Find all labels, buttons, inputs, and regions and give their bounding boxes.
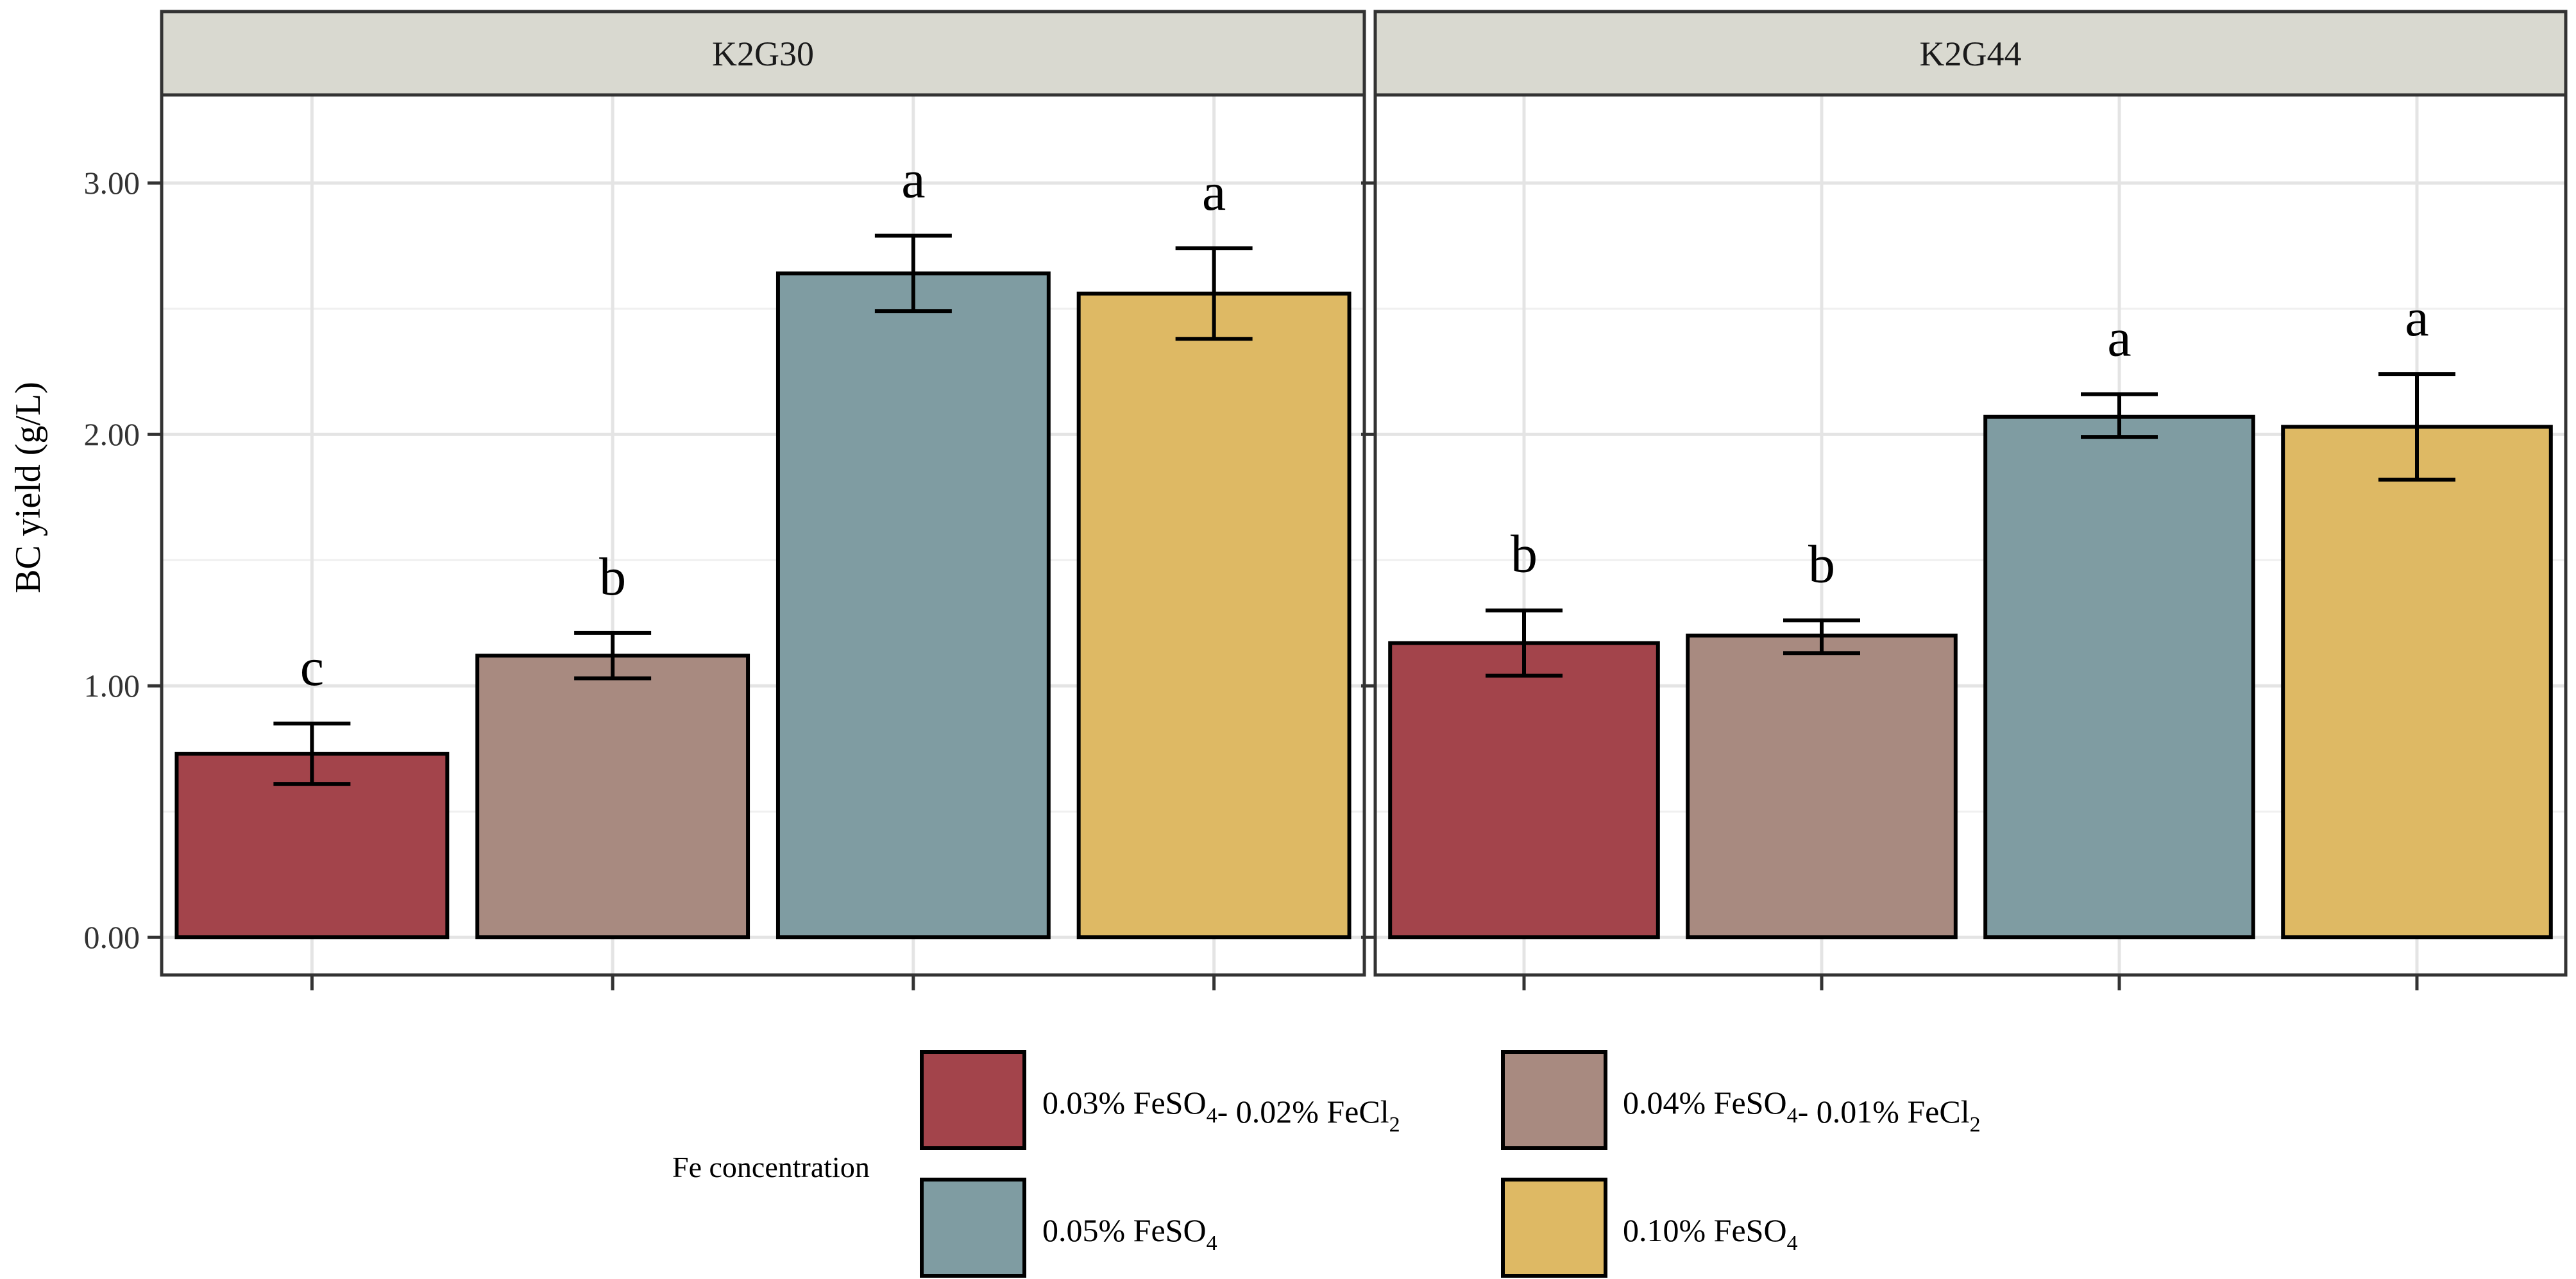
facet-label: K2G44 (1920, 35, 2022, 73)
bar-k2g44-s1 (1388, 641, 1660, 940)
facet-strip (1373, 10, 2568, 97)
bar-k2g44-s4 (2281, 425, 2553, 940)
bar-k2g30-s4 (1076, 291, 1352, 940)
y-axis-label: BC yield (g/L) (8, 382, 48, 593)
legend-label: 0.05% FeSO4 (1042, 1212, 1217, 1255)
facet-label: K2G30 (712, 35, 814, 73)
legend-label: 0.04% FeSO4- 0.01% FeCl2 (1623, 1085, 1981, 1137)
panel-k2g30: c b a a K2G30 0.00 1.00 2.00 3.00 (84, 10, 1366, 990)
legend: Fe concentration 0.03% FeSO4- 0.02% FeCl… (672, 1050, 1981, 1278)
bar-k2g30-s3 (775, 271, 1051, 940)
legend-label: 0.10% FeSO4 (1623, 1212, 1798, 1255)
legend-title: Fe concentration (672, 1151, 870, 1183)
significance-letter: a (901, 150, 925, 210)
legend-swatch (1501, 1050, 1607, 1150)
significance-letter: c (300, 638, 324, 697)
significance-letter: a (2107, 308, 2131, 368)
y-tick-label: 1.00 (84, 668, 140, 704)
significance-letter: b (1511, 525, 1538, 584)
legend-item-s4: 0.10% FeSO4 (1501, 1178, 1798, 1278)
panels: c b a a K2G30 0.00 1.00 2.00 3.00 b b a a K2G44 (84, 10, 2568, 990)
panel-k2g44: b b a a K2G44 (1361, 10, 2568, 990)
bar-k2g30-s2 (475, 654, 750, 940)
y-tick-label: 0.00 (84, 919, 140, 955)
significance-letter: b (1808, 534, 1835, 594)
legend-item-s2: 0.04% FeSO4- 0.01% FeCl2 (1501, 1050, 1981, 1150)
legend-swatch (920, 1050, 1026, 1150)
legend-swatch (920, 1178, 1026, 1278)
bar-k2g44-s2 (1686, 633, 1958, 940)
significance-letter: a (1202, 162, 1226, 222)
significance-letter: a (2405, 288, 2428, 348)
facet-strip (160, 10, 1366, 97)
significance-letter: b (599, 547, 626, 607)
legend-swatch (1501, 1178, 1607, 1278)
bar-k2g44-s3 (1983, 414, 2255, 940)
y-tick-label: 2.00 (84, 416, 140, 452)
y-tick-label: 3.00 (84, 165, 140, 201)
legend-item-s1: 0.03% FeSO4- 0.02% FeCl2 (920, 1050, 1400, 1150)
legend-label: 0.03% FeSO4- 0.02% FeCl2 (1042, 1085, 1400, 1137)
legend-item-s3: 0.05% FeSO4 (920, 1178, 1217, 1278)
